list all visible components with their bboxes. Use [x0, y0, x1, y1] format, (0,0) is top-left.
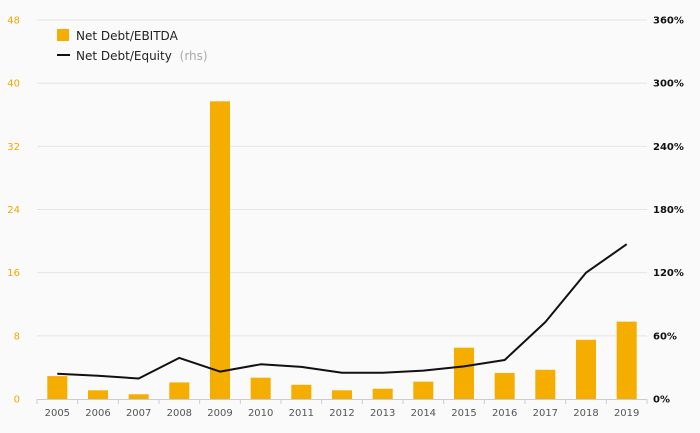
right-tick-label: 300%: [653, 79, 684, 90]
x-tick-label: 2016: [492, 408, 517, 419]
left-tick-label: 40: [7, 79, 20, 90]
x-tick-label: 2015: [451, 408, 476, 419]
right-tick-label: 360%: [653, 16, 684, 27]
left-tick-label: 32: [7, 142, 20, 153]
legend-swatch-net-debt-ebitda: [57, 29, 69, 41]
right-tick-label: 240%: [653, 142, 684, 153]
x-tick-label: 2011: [289, 408, 314, 419]
bars-net-debt-ebitda: [47, 101, 637, 399]
bar: [88, 390, 108, 399]
x-tick-label: 2012: [329, 408, 354, 419]
left-tick-label: 0: [14, 395, 20, 406]
bar: [576, 339, 596, 399]
bar: [372, 388, 393, 399]
bar: [250, 377, 271, 399]
series-line: [57, 243, 628, 380]
right-tick-label: 180%: [653, 205, 684, 216]
axes: 0 8 16 24 32 40 48 0% 60% 120% 180% 240% 300% 360% 200…: [7, 16, 684, 420]
bar: [616, 321, 637, 399]
bar: [291, 384, 312, 399]
x-tick-label: 2009: [207, 408, 232, 419]
bar: [128, 394, 149, 399]
left-tick-label: 8: [14, 331, 20, 342]
right-tick-label: 0%: [653, 395, 670, 406]
bar: [535, 369, 556, 399]
right-tick-label: 60%: [653, 331, 677, 342]
x-tick-label: 2005: [45, 408, 70, 419]
line-net-debt-equity: [57, 243, 628, 380]
x-tick-label: 2017: [533, 408, 558, 419]
bar: [494, 372, 515, 399]
legend-label-net-debt-equity-name: Net Debt/Equity: [76, 49, 172, 63]
x-tick-label: 2018: [573, 408, 598, 419]
legend-label-net-debt-equity: Net Debt/Equity (rhs): [76, 49, 208, 63]
x-tick-label: 2014: [411, 408, 436, 419]
bar: [169, 382, 190, 399]
bar: [210, 101, 230, 399]
right-tick-label: 120%: [653, 268, 684, 279]
left-tick-label: 48: [7, 16, 20, 27]
bar: [413, 381, 434, 399]
x-tick-label: 2007: [126, 408, 151, 419]
legend-label-net-debt-ebitda: Net Debt/EBITDA: [76, 29, 179, 43]
bar: [332, 390, 352, 399]
legend: Net Debt/EBITDA Net Debt/Equity (rhs): [57, 29, 208, 63]
legend-label-net-debt-equity-note: (rhs): [180, 49, 208, 63]
bar: [454, 347, 474, 399]
left-tick-label: 24: [7, 205, 20, 216]
x-tick-label: 2008: [167, 408, 192, 419]
bar: [47, 376, 68, 399]
left-tick-label: 16: [7, 268, 20, 279]
x-tick-label: 2013: [370, 408, 395, 419]
gridlines: [37, 19, 647, 337]
x-tick-label: 2006: [85, 408, 110, 419]
x-tick-label: 2010: [248, 408, 273, 419]
x-tick-label: 2019: [614, 408, 639, 419]
